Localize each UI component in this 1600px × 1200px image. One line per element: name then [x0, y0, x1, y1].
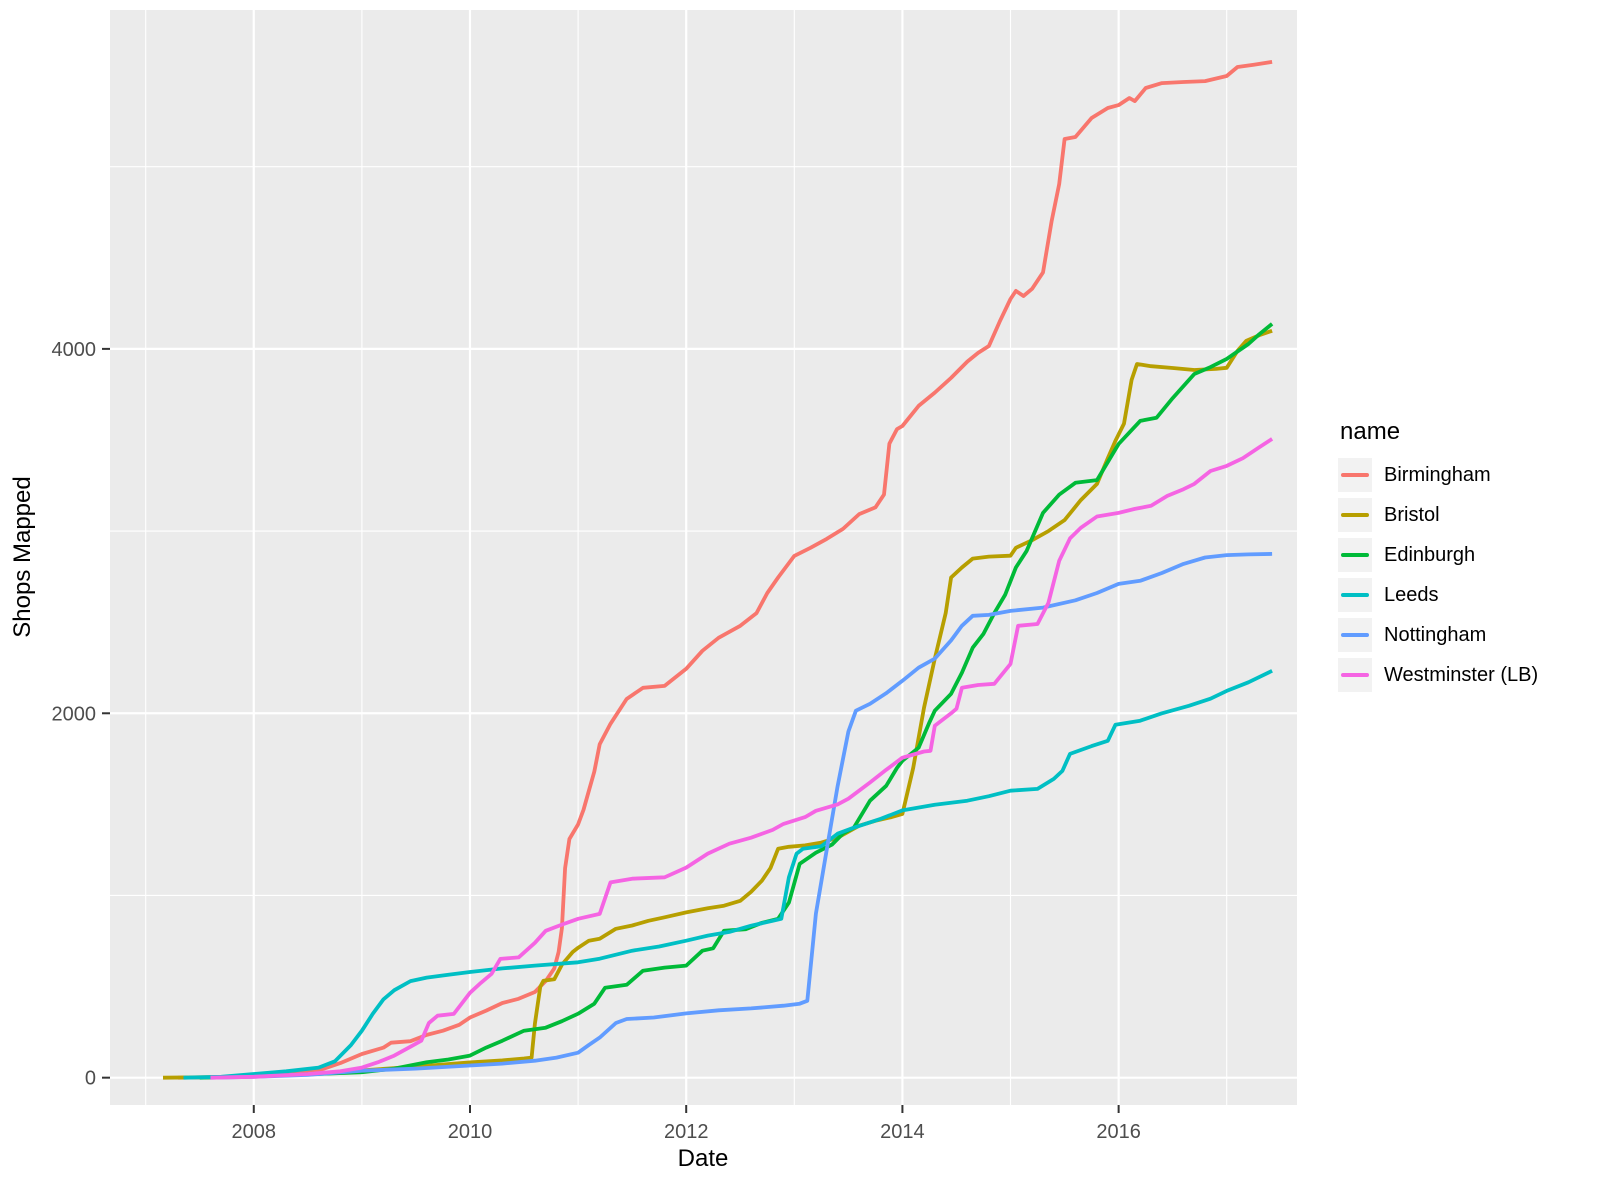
series-line-birmingham — [178, 60, 1273, 1080]
legend-item-birmingham: Birmingham — [1338, 458, 1538, 492]
legend-item-label: Edinburgh — [1384, 543, 1476, 566]
legend-item-leeds: Leeds — [1338, 578, 1538, 612]
y-tick-label: 0 — [85, 1068, 96, 1090]
x-tick-label: 2012 — [664, 1121, 709, 1143]
legend-key-swatch — [1338, 618, 1372, 652]
legend-key-line — [1341, 593, 1369, 597]
series-line-leeds — [183, 669, 1273, 1080]
legend-key-line — [1341, 633, 1369, 637]
legend-item-westminster-lb: Westminster (LB) — [1338, 658, 1538, 692]
legend-key-swatch — [1338, 578, 1372, 612]
y-tick-label: 2000 — [52, 703, 97, 725]
plot-panel — [110, 10, 1297, 1105]
series-line-nottingham — [210, 552, 1273, 1080]
x-tick-label: 2008 — [232, 1121, 277, 1143]
legend-item-label: Bristol — [1384, 503, 1440, 526]
legend-items: Birmingham Bristol Edinburgh Leeds Nottingha… — [1338, 458, 1538, 692]
legend: name Birmingham Bristol Edinburgh Leeds Nott… — [1338, 418, 1538, 698]
legend-key-line — [1341, 473, 1369, 477]
legend-key-line — [1341, 513, 1369, 517]
legend-title: name — [1340, 418, 1401, 445]
legend-key-swatch — [1338, 658, 1372, 692]
legend-key-swatch — [1338, 458, 1372, 492]
y-axis-title: Shops Mapped — [9, 476, 36, 637]
series-line-westminster-lb — [210, 437, 1274, 1080]
legend-key-swatch — [1338, 538, 1372, 572]
legend-key-line — [1341, 673, 1369, 677]
legend-item-label: Leeds — [1384, 583, 1439, 606]
y-tick-label: 4000 — [52, 339, 97, 361]
x-tick-label: 2016 — [1096, 1121, 1141, 1143]
x-axis-title: Date — [678, 1145, 729, 1172]
legend-item-bristol: Bristol — [1338, 498, 1538, 532]
legend-key-line — [1341, 553, 1369, 557]
x-tick-label: 2014 — [880, 1121, 925, 1143]
legend-item-nottingham: Nottingham — [1338, 618, 1538, 652]
legend-item-label: Nottingham — [1384, 623, 1487, 646]
legend-item-label: Birmingham — [1384, 463, 1491, 486]
legend-item-edinburgh: Edinburgh — [1338, 538, 1538, 572]
x-tick-label: 2010 — [448, 1121, 493, 1143]
legend-item-label: Westminster (LB) — [1384, 663, 1539, 686]
legend-key-swatch — [1338, 498, 1372, 532]
